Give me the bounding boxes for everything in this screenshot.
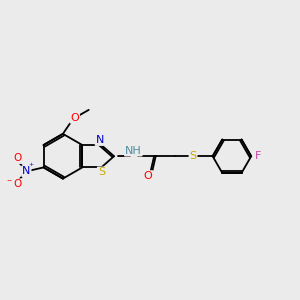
Text: N: N [96,135,104,145]
Text: F: F [255,151,261,161]
Text: NH: NH [125,146,142,156]
Text: S: S [98,167,105,177]
Text: N: N [22,166,31,176]
Text: O: O [13,179,21,189]
Text: O: O [70,113,79,123]
Text: S: S [190,151,196,161]
Text: $^{+}$: $^{+}$ [28,162,35,171]
Text: O: O [144,171,153,181]
Text: O: O [13,153,21,163]
Text: $^{-}$: $^{-}$ [6,177,12,186]
